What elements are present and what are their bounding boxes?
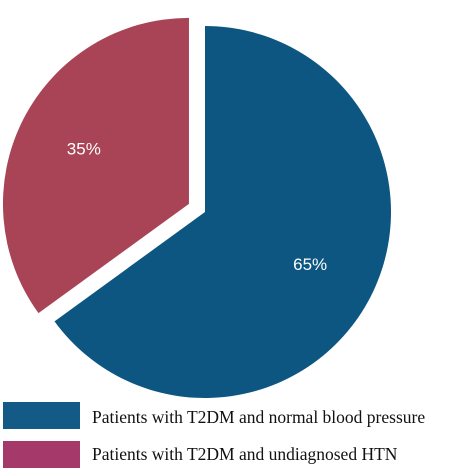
pie-slices	[2, 17, 391, 398]
pie-data-labels: 65% 35%	[67, 140, 327, 274]
legend-label-undiagnosed-htn: Patients with T2DM and undiagnosed HTN	[92, 444, 398, 464]
data-label-normal-bp: 65%	[293, 255, 327, 274]
legend-swatch-undiagnosed-htn	[3, 441, 80, 468]
data-label-undiagnosed-htn: 35%	[67, 140, 101, 159]
legend: Patients with T2DM and normal blood pres…	[3, 402, 425, 468]
pie-slice-undiagnosed-htn	[2, 17, 189, 314]
legend-swatch-normal-bp	[3, 402, 80, 429]
legend-label-normal-bp: Patients with T2DM and normal blood pres…	[92, 407, 425, 427]
pie-slice-normal-bp	[54, 26, 391, 398]
